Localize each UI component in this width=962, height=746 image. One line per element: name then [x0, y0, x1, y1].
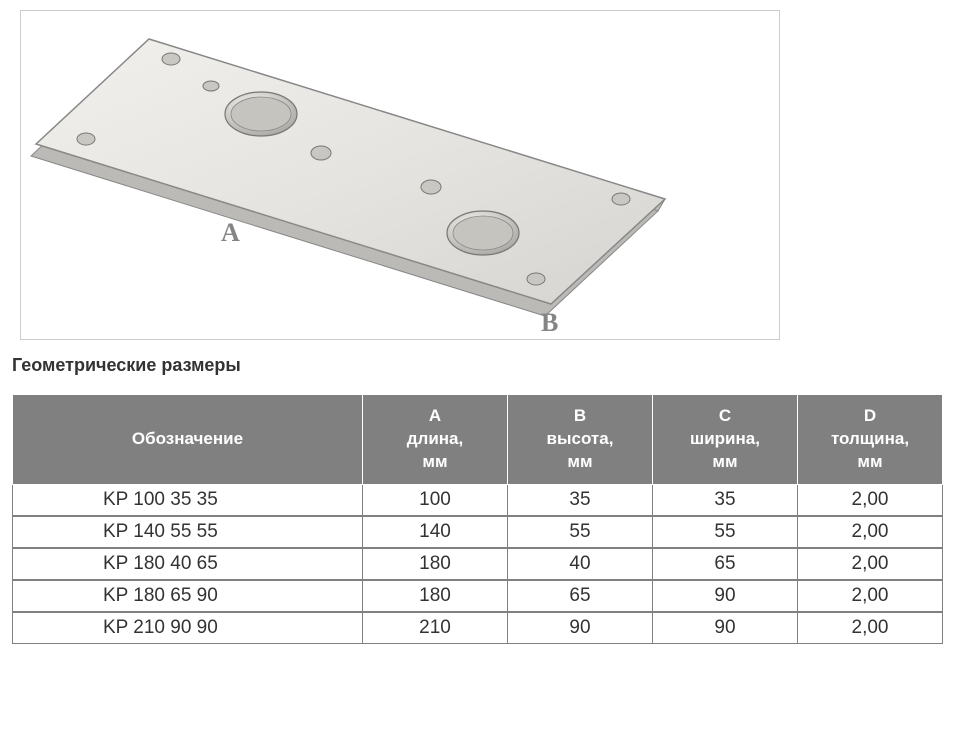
cell-d: 2,00 — [798, 484, 943, 516]
cell-name: KP 180 65 90 — [13, 580, 363, 612]
cell-c: 55 — [653, 516, 798, 548]
table-row: KP 100 35 35 100 35 35 2,00 — [13, 484, 943, 516]
cell-d: 2,00 — [798, 612, 943, 644]
cell-name: KP 100 35 35 — [13, 484, 363, 516]
cell-c: 90 — [653, 612, 798, 644]
cell-b: 65 — [508, 580, 653, 612]
table-header-row: Обозначение A длина, мм B высота, мм C ш… — [13, 395, 943, 485]
col-header-d: D толщина, мм — [798, 395, 943, 485]
cell-d: 2,00 — [798, 580, 943, 612]
cell-d: 2,00 — [798, 516, 943, 548]
cell-a: 140 — [363, 516, 508, 548]
col-header-name: Обозначение — [13, 395, 363, 485]
cell-name: KP 140 55 55 — [13, 516, 363, 548]
diagram-label-b: B — [541, 308, 558, 337]
cell-b: 40 — [508, 548, 653, 580]
cell-a: 180 — [363, 548, 508, 580]
cell-d: 2,00 — [798, 548, 943, 580]
cell-a: 180 — [363, 580, 508, 612]
table-row: KP 180 65 90 180 65 90 2,00 — [13, 580, 943, 612]
dimensions-table: Обозначение A длина, мм B высота, мм C ш… — [12, 394, 943, 644]
page-container: A B Геометрические размеры Обозначение A… — [0, 10, 962, 644]
cell-a: 100 — [363, 484, 508, 516]
section-title: Геометрические размеры — [12, 355, 962, 376]
col-header-c: C ширина, мм — [653, 395, 798, 485]
cell-c: 65 — [653, 548, 798, 580]
diagram-label-a: A — [221, 218, 240, 247]
col-header-a: A длина, мм — [363, 395, 508, 485]
table-row: KP 180 40 65 180 40 65 2,00 — [13, 548, 943, 580]
cell-name: KP 180 40 65 — [13, 548, 363, 580]
cell-b: 55 — [508, 516, 653, 548]
cell-c: 90 — [653, 580, 798, 612]
product-diagram: A B — [20, 10, 780, 340]
table-row: KP 140 55 55 140 55 55 2,00 — [13, 516, 943, 548]
cell-name: KP 210 90 90 — [13, 612, 363, 644]
cell-a: 210 — [363, 612, 508, 644]
cell-b: 90 — [508, 612, 653, 644]
cell-b: 35 — [508, 484, 653, 516]
col-header-b: B высота, мм — [508, 395, 653, 485]
table-row: KP 210 90 90 210 90 90 2,00 — [13, 612, 943, 644]
cell-c: 35 — [653, 484, 798, 516]
